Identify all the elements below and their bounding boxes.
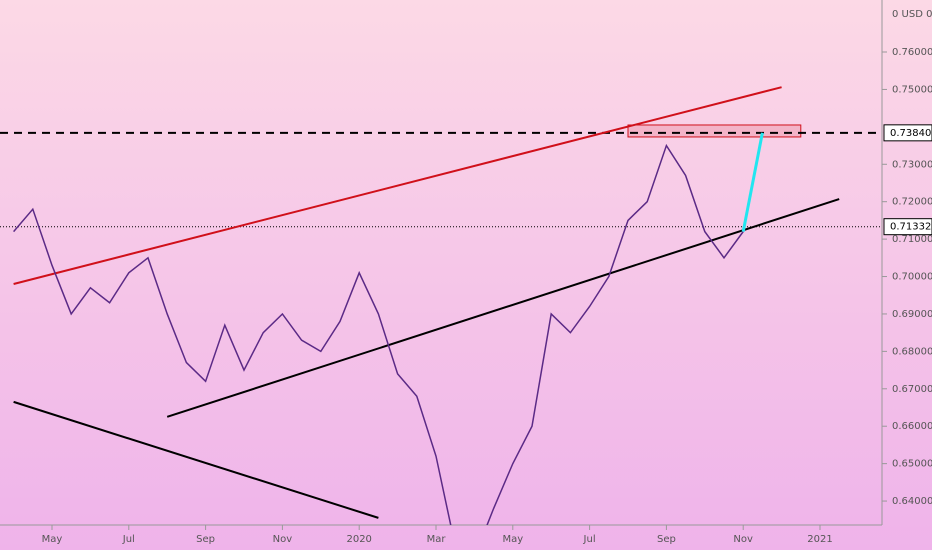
trendline: [166, 198, 840, 418]
x-tick-label: Mar: [427, 534, 447, 545]
x-tick-label: May: [42, 534, 63, 545]
y-tick-label: 0.67000: [892, 384, 932, 395]
x-tick-label: Jul: [583, 534, 596, 545]
y-tick-label: 0.71000: [892, 234, 932, 245]
price-line-series: [13, 143, 744, 525]
y-tick-label: 0.70000: [892, 272, 932, 283]
x-tick-label: Sep: [657, 534, 676, 545]
y-tick-label: 0.68000: [892, 346, 932, 357]
price-tag-label: 0.73840: [890, 128, 931, 139]
currency-label: 0 USD 0: [892, 9, 932, 20]
price-line-series: [741, 132, 764, 232]
y-tick-label: 0.73000: [892, 159, 932, 170]
x-tick-label: Nov: [733, 534, 753, 545]
price-tag: [883, 124, 932, 142]
y-tick-label: 0.76000: [892, 47, 932, 58]
x-tick-label: Jul: [122, 534, 135, 545]
x-tick-label: Sep: [196, 534, 215, 545]
y-tick-label: 0.69000: [892, 309, 932, 320]
price-tag-label: 0.71332: [890, 222, 931, 233]
x-tick-label: 2020: [346, 534, 371, 545]
trendline: [13, 400, 379, 519]
resistance-zone: [627, 124, 802, 138]
x-tick-label: 2021: [807, 534, 832, 545]
x-tick-label: May: [502, 534, 523, 545]
y-tick-label: 0.75000: [892, 84, 932, 95]
x-tick-label: Nov: [273, 534, 293, 545]
y-tick-label: 0.72000: [892, 197, 932, 208]
y-tick-label: 0.66000: [892, 421, 932, 432]
y-tick-label: 0.65000: [892, 459, 932, 470]
y-tick-label: 0.64000: [892, 496, 932, 507]
trendline: [13, 86, 782, 285]
price-tag: [883, 218, 932, 236]
